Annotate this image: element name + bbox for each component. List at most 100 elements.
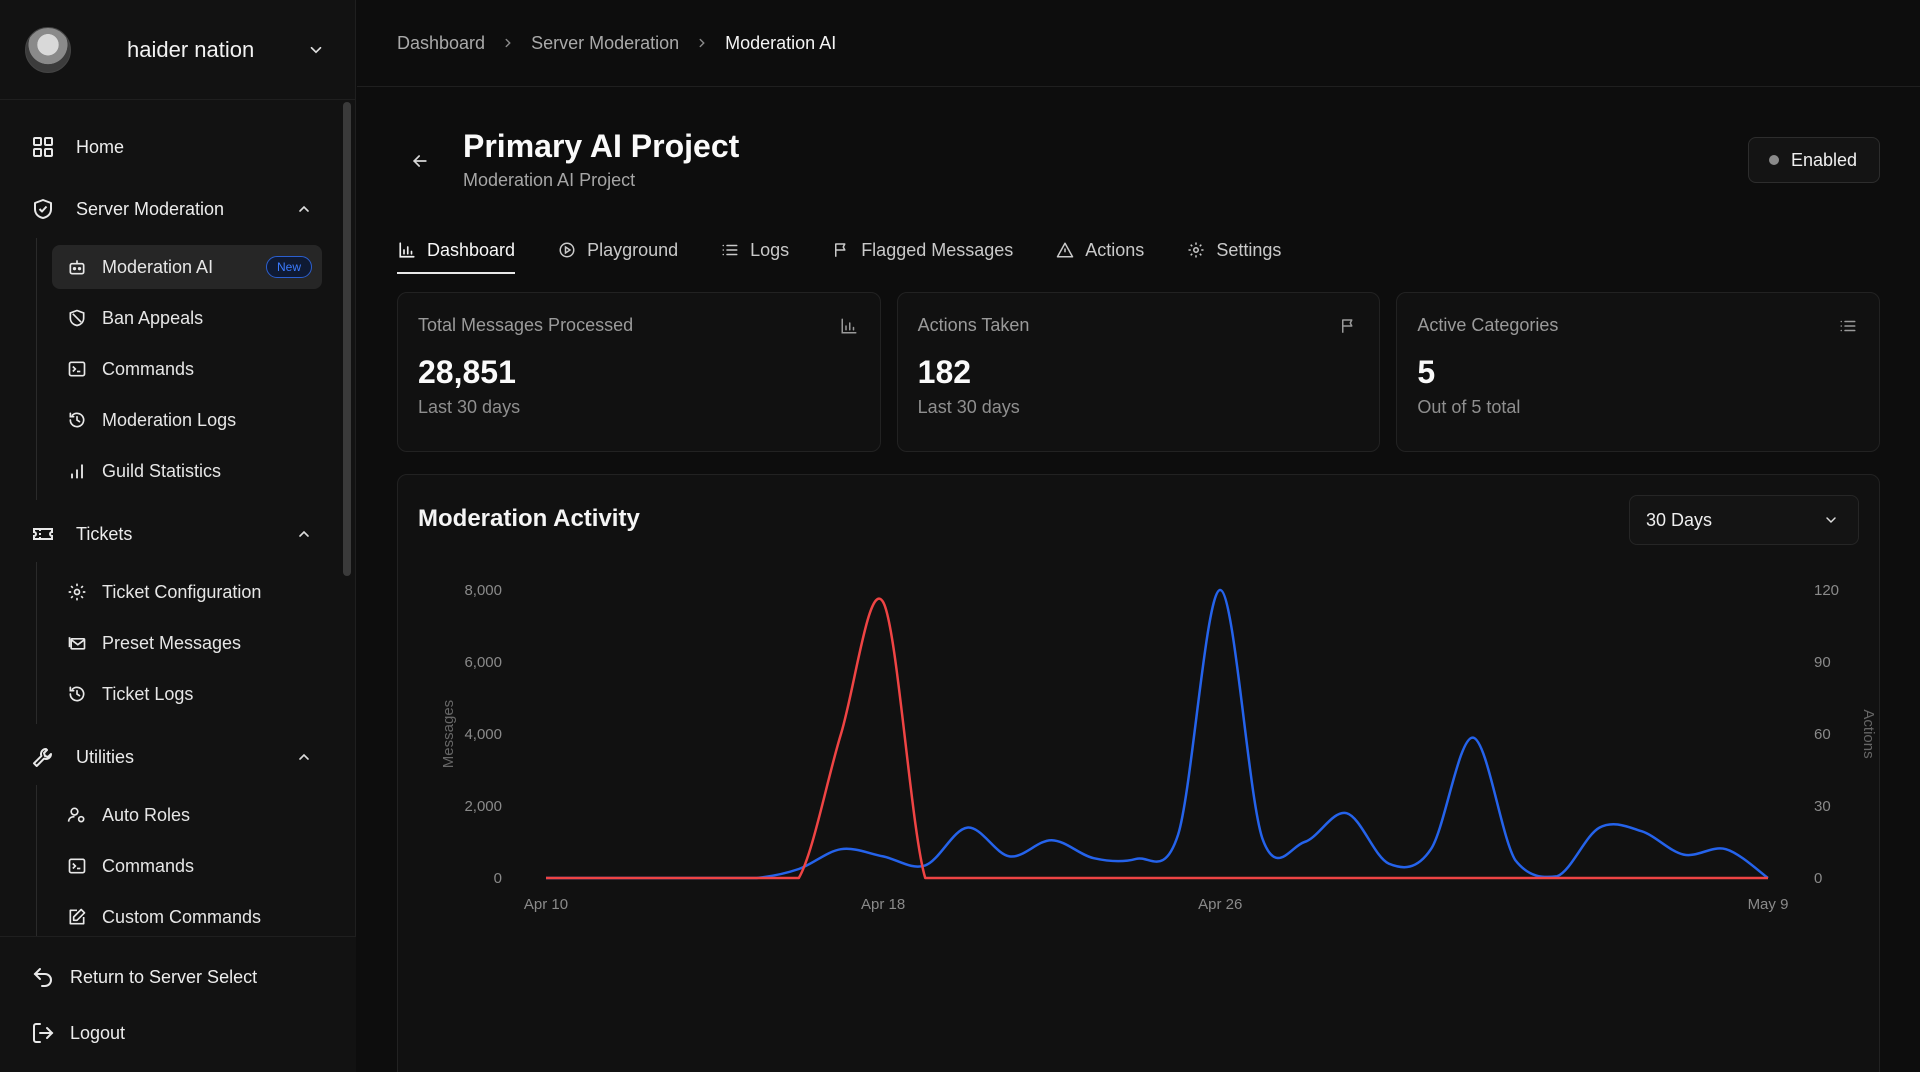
- terminal-icon: [66, 855, 88, 877]
- grid-icon: [28, 132, 58, 162]
- tab-label: Dashboard: [427, 239, 516, 260]
- range-select[interactable]: 30 Days: [1629, 495, 1859, 545]
- status-toggle-button[interactable]: Enabled: [1747, 137, 1880, 183]
- ticket-icon: [28, 519, 58, 549]
- history-icon: [66, 409, 88, 431]
- bar-chart-icon: [397, 240, 417, 260]
- x-tick-label: Apr 18: [861, 896, 905, 913]
- tab-dashboard[interactable]: Dashboard: [397, 228, 516, 274]
- logout-label: Logout: [70, 1022, 126, 1043]
- y2-tick-label: 90: [1814, 654, 1831, 671]
- tab-playground[interactable]: Playground: [557, 228, 678, 272]
- tab-label: Logs: [750, 239, 790, 260]
- y-tick-label: 8,000: [464, 582, 502, 599]
- breadcrumb-dashboard[interactable]: Dashboard: [397, 32, 486, 53]
- user-gear-icon: [66, 804, 88, 826]
- chevron-down-icon: [1820, 509, 1842, 531]
- tab-flagged-messages[interactable]: Flagged Messages: [831, 228, 1013, 272]
- stat-sub: Out of 5 total: [1417, 397, 1521, 417]
- undo-arrow-icon: [28, 962, 58, 992]
- chevron-up-icon[interactable]: [292, 745, 316, 769]
- sidebar-item-ticket-logs[interactable]: Ticket Logs: [52, 672, 322, 716]
- status-label: Enabled: [1790, 149, 1857, 170]
- main-content: Dashboard Server Moderation Moderation A…: [357, 0, 1920, 1072]
- sidebar-item-label: Commands: [102, 855, 195, 876]
- sidebar-item-custom-commands[interactable]: Custom Commands: [52, 895, 322, 936]
- y2-tick-label: 30: [1814, 798, 1831, 815]
- sidebar-item-home[interactable]: Home: [28, 125, 316, 169]
- sidebar-item-label: Ticket Configuration: [102, 581, 262, 602]
- sidebar-item-preset-messages[interactable]: Preset Messages: [52, 621, 322, 665]
- sidebar-item-ban-appeals[interactable]: Ban Appeals: [52, 296, 322, 340]
- logout-button[interactable]: Logout: [28, 1013, 125, 1053]
- sidebar-item-guild-statistics[interactable]: Guild Statistics: [52, 449, 322, 493]
- stat-card-categories: Active Categories 5 Out of 5 total: [1396, 292, 1881, 452]
- sidebar-item-auto-roles[interactable]: Auto Roles: [52, 793, 322, 837]
- tab-settings[interactable]: Settings: [1186, 228, 1281, 272]
- chevron-right-icon: [695, 36, 709, 50]
- sidebar-item-utilities-commands[interactable]: Commands: [52, 844, 322, 888]
- account-switcher[interactable]: haider nation: [0, 0, 355, 100]
- flag-icon: [1337, 315, 1359, 337]
- y2-tick-label: 60: [1814, 726, 1831, 743]
- history-icon: [66, 683, 88, 705]
- edit-icon: [66, 906, 88, 928]
- stat-value: 182: [917, 354, 972, 390]
- stat-sub: Last 30 days: [418, 397, 521, 417]
- sidebar-item-label: Commands: [102, 358, 195, 379]
- chevron-up-icon[interactable]: [292, 197, 316, 221]
- stat-card-actions: Actions Taken 182 Last 30 days: [896, 292, 1381, 452]
- sidebar-section-server-moderation[interactable]: Server Moderation: [28, 187, 316, 231]
- sidebar-item-label: Moderation AI: [102, 256, 214, 277]
- x-tick-label: May 9: [1748, 896, 1789, 913]
- breadcrumb: Dashboard Server Moderation Moderation A…: [357, 0, 1920, 87]
- x-tick-label: Apr 26: [1198, 896, 1242, 913]
- sidebar-section-label: Utilities: [76, 746, 135, 767]
- wrench-icon: [28, 742, 58, 772]
- stat-sub: Last 30 days: [917, 397, 1020, 417]
- chart-title: Moderation Activity: [418, 505, 640, 532]
- sidebar-item-label: Preset Messages: [102, 632, 242, 653]
- sidebar-item-label: Custom Commands: [102, 906, 262, 927]
- sidebar-item-ticket-configuration[interactable]: Ticket Configuration: [52, 570, 322, 614]
- y2-tick-label: 120: [1814, 582, 1839, 599]
- stat-value: 5: [1417, 354, 1436, 390]
- tab-label: Actions: [1085, 239, 1145, 260]
- y-tick-label: 0: [494, 870, 502, 887]
- sidebar-scrollbar[interactable]: [343, 102, 351, 938]
- tab-actions[interactable]: Actions: [1055, 228, 1144, 272]
- tab-bar: Dashboard Playground Logs Flagged Messag…: [397, 228, 1323, 274]
- messages-series-line: [546, 588, 1769, 880]
- breadcrumb-server-moderation[interactable]: Server Moderation: [531, 32, 680, 53]
- sidebar-item-moderation-ai[interactable]: Moderation AI New: [52, 245, 322, 289]
- sidebar-item-moderation-logs[interactable]: Moderation Logs: [52, 398, 322, 442]
- sidebar-section-tickets[interactable]: Tickets: [28, 512, 316, 556]
- sub-nav-line: [36, 238, 37, 500]
- stat-label: Actions Taken: [917, 315, 1030, 335]
- stat-value: 28,851: [418, 354, 516, 390]
- y2-tick-label: 0: [1814, 870, 1822, 887]
- mail-stack-icon: [66, 632, 88, 654]
- sidebar-section-label: Tickets: [76, 523, 133, 544]
- sub-nav-line: [36, 562, 37, 724]
- sidebar-item-label: Ban Appeals: [102, 307, 204, 328]
- sidebar-item-label: Moderation Logs: [102, 409, 237, 430]
- sidebar-item-commands[interactable]: Commands: [52, 347, 322, 391]
- gear-icon: [66, 581, 88, 603]
- status-dot-icon: [1768, 155, 1779, 165]
- flag-icon: [831, 240, 851, 260]
- ban-icon: [66, 307, 88, 329]
- return-to-server-select-button[interactable]: Return to Server Select: [28, 957, 257, 997]
- tab-logs[interactable]: Logs: [720, 228, 789, 272]
- list-icon: [1837, 315, 1859, 337]
- sidebar-scroll-thumb[interactable]: [343, 102, 351, 576]
- sidebar-section-utilities[interactable]: Utilities: [28, 735, 316, 779]
- page-subtitle: Moderation AI Project: [463, 170, 636, 190]
- page-header: Primary AI Project Moderation AI Project…: [397, 128, 1880, 198]
- tab-label: Flagged Messages: [861, 239, 1014, 260]
- breadcrumb-current: Moderation AI: [725, 32, 837, 53]
- back-arrow-icon[interactable]: [407, 148, 433, 174]
- warning-icon: [1055, 240, 1075, 260]
- sidebar: haider nation Home Server Moderation: [0, 0, 356, 1072]
- chevron-up-icon[interactable]: [292, 522, 316, 546]
